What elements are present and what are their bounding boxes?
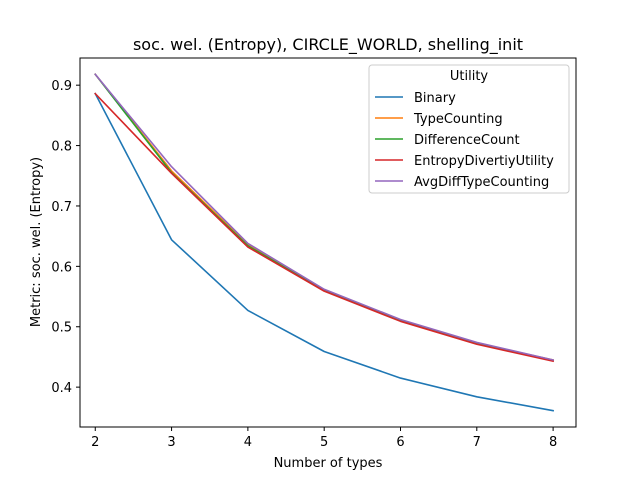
- y-axis-label: Metric: soc. wel. (Entropy): [29, 157, 44, 327]
- legend-items: Binary TypeCounting DifferenceCount Entropy…: [375, 91, 554, 190]
- x-tick-label: 5: [320, 435, 328, 450]
- x-axis: 2 3 4 5 6 7 8: [91, 427, 557, 450]
- plot-frame: [79, 57, 577, 428]
- plot-lines: [94, 73, 555, 412]
- y-tick-label: 0.6: [51, 260, 72, 275]
- legend-label: EntropyDivertiyUtility: [414, 154, 554, 169]
- x-tick-label: 6: [396, 435, 404, 450]
- y-tick-label: 0.7: [51, 200, 72, 215]
- y-tick-label: 0.8: [51, 140, 72, 155]
- y-tick-label: 0.9: [51, 79, 72, 94]
- x-tick-label: 4: [244, 435, 252, 450]
- y-tick-label: 0.5: [51, 321, 72, 336]
- x-tick-label: 8: [549, 435, 557, 450]
- legend-label: AvgDiffTypeCounting: [414, 175, 549, 190]
- legend-box: [368, 64, 570, 194]
- x-axis-label: Number of types: [274, 456, 383, 471]
- y-axis: 0.4 0.5 0.6 0.7 0.8 0.9: [51, 79, 80, 396]
- series-line-entropydivertiyutility: [94, 92, 555, 363]
- x-tick-label: 2: [91, 435, 99, 450]
- legend-label: Binary: [414, 91, 456, 106]
- x-tick-label: 3: [167, 435, 175, 450]
- legend-title: Utility: [450, 69, 489, 84]
- legend: Utility Binary TypeCounting DifferenceCoun…: [368, 64, 570, 194]
- series-line-binary: [94, 92, 555, 412]
- chart-title: soc. wel. (Entropy), CIRCLE_WORLD, shell…: [133, 35, 523, 55]
- x-tick-label: 7: [473, 435, 481, 450]
- legend-label: TypeCounting: [413, 112, 503, 127]
- y-tick-label: 0.4: [51, 381, 72, 396]
- legend-label: DifferenceCount: [414, 133, 520, 148]
- series-line-avgdifftypecounting: [94, 73, 555, 361]
